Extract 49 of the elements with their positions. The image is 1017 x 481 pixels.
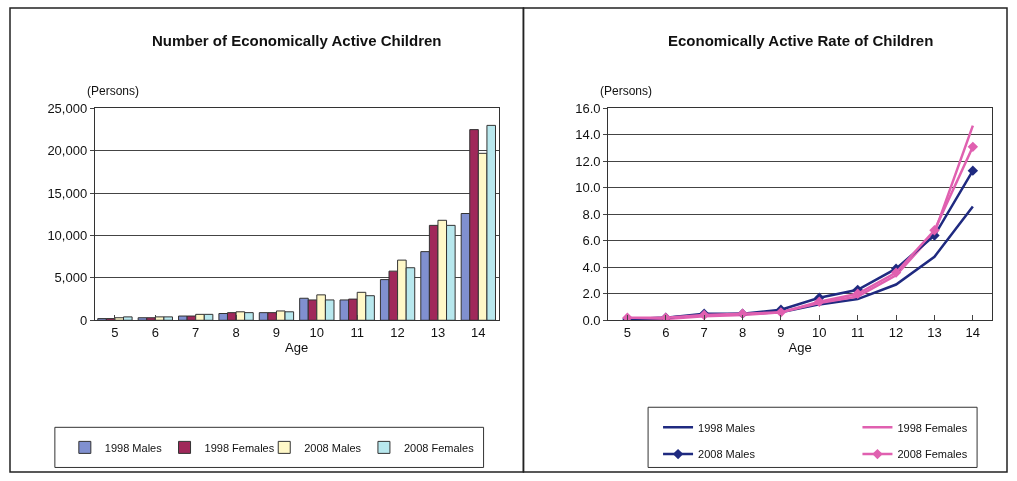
y-tick-label: 10,000 [47, 228, 88, 244]
x-tick-label: 6 [662, 324, 670, 340]
y-tick-label: 25,000 [47, 100, 88, 116]
x-tick-label: 9 [777, 324, 785, 340]
x-tick-label: 7 [700, 324, 708, 340]
x-axis-title: Age [788, 340, 812, 356]
x-tick-label: 13 [430, 324, 446, 340]
x-tick-label: 5 [623, 324, 632, 340]
y-tick-label: 0 [79, 312, 88, 328]
y-tick-label: 8.0 [582, 206, 601, 222]
x-tick-label: 10 [812, 324, 827, 340]
chart-title: Economically Active Rate of Children [668, 32, 934, 49]
x-tick-label: 11 [350, 324, 364, 340]
x-tick-label: 8 [738, 324, 747, 340]
x-tick-label: 13 [927, 324, 942, 340]
y-axis-title: (Persons) [600, 84, 653, 98]
legend-label: 2008 Males [304, 441, 362, 454]
y-tick-label: 20,000 [47, 143, 88, 159]
x-tick-label: 7 [192, 324, 200, 340]
y-tick-label: 2.0 [582, 286, 601, 302]
legend-label: 2008 Females [897, 448, 968, 461]
y-tick-label: 14.0 [575, 127, 601, 143]
legend-label: 1998 Females [897, 421, 968, 434]
legend-label: 2008 Males [698, 448, 756, 461]
y-tick-label: 16.0 [575, 100, 601, 116]
y-tick-label: 10.0 [575, 180, 601, 196]
y-tick-label: 5,000 [54, 270, 88, 286]
x-tick-label: 8 [232, 324, 240, 340]
chart-title: Number of Economically Active Children [152, 32, 442, 49]
y-axis-title: (Persons) [87, 84, 140, 98]
y-tick-label: 4.0 [582, 259, 601, 275]
x-tick-label: 12 [390, 324, 405, 340]
x-tick-label: 9 [272, 324, 281, 340]
x-tick-label: 11 [850, 324, 865, 340]
legend-label: 1998 Males [698, 421, 756, 434]
x-tick-label: 5 [111, 324, 119, 340]
y-tick-label: 12.0 [575, 153, 601, 169]
x-axis-title: Age [285, 340, 309, 356]
legend-label: 1998 Males [104, 441, 163, 454]
x-tick-label: 10 [309, 324, 325, 340]
x-tick-label: 6 [151, 324, 159, 340]
legend-label: 2008 Females [403, 441, 475, 454]
x-tick-label: 12 [888, 324, 904, 340]
y-tick-label: 0.0 [582, 312, 601, 328]
legend-label: 1998 Females [204, 441, 275, 454]
x-tick-label: 14 [471, 324, 486, 340]
x-tick-label: 14 [965, 324, 981, 340]
y-tick-label: 15,000 [47, 185, 88, 201]
y-tick-label: 6.0 [582, 233, 601, 249]
